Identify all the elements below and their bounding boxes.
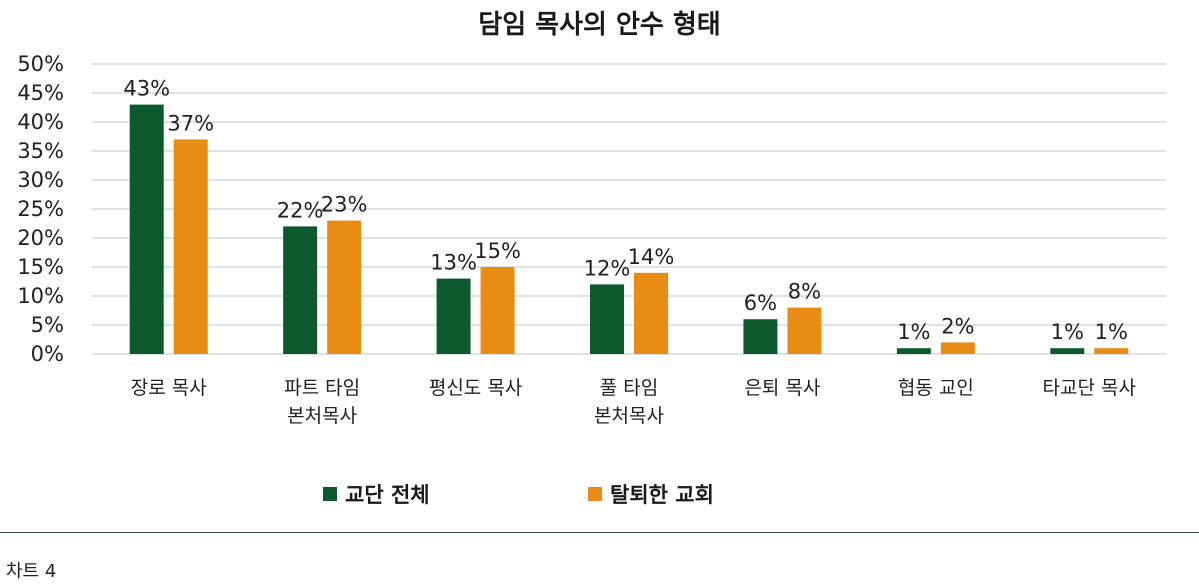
bar bbox=[173, 139, 208, 354]
x-category-label: 은퇴 목사 bbox=[744, 377, 820, 399]
chart-title: 담임 목사의 안수 형태 bbox=[478, 10, 721, 40]
data-label: 2% bbox=[941, 314, 974, 338]
y-tick-label: 30% bbox=[17, 168, 64, 192]
y-tick-label: 40% bbox=[17, 110, 64, 134]
x-category-label: 타교단 목사 bbox=[1043, 377, 1136, 399]
x-category-label: 평신도 목사 bbox=[429, 377, 522, 399]
divider bbox=[0, 532, 1199, 533]
data-label: 43% bbox=[123, 77, 170, 101]
bar bbox=[896, 348, 931, 354]
data-label: 12% bbox=[584, 256, 631, 280]
bar bbox=[590, 284, 624, 354]
y-tick-label: 5% bbox=[31, 313, 64, 337]
bar bbox=[787, 307, 822, 354]
bar bbox=[436, 278, 471, 354]
bar bbox=[129, 104, 164, 354]
data-label: 13% bbox=[430, 251, 477, 275]
data-label: 22% bbox=[277, 198, 324, 222]
bar bbox=[1094, 348, 1129, 354]
y-tick-label: 35% bbox=[17, 139, 64, 163]
y-tick-label: 50% bbox=[17, 52, 64, 76]
y-tick-label: 25% bbox=[17, 197, 64, 221]
bar bbox=[327, 220, 362, 354]
y-tick-label: 10% bbox=[17, 284, 64, 308]
data-label: 1% bbox=[1095, 320, 1128, 344]
bar-chart: 0% 5% 10% 15% 20% 25% 30% 35% 40% 45% 50% 43% 37% 장로 … bbox=[17, 52, 1166, 507]
x-category-label: 본처목사 bbox=[594, 405, 664, 427]
legend-swatch bbox=[323, 487, 337, 501]
data-label: 1% bbox=[897, 320, 930, 344]
data-label: 15% bbox=[474, 239, 521, 263]
chart-caption: 차트 4 bbox=[6, 561, 57, 582]
y-tick-label: 15% bbox=[17, 255, 64, 279]
x-category-label: 협동 교인 bbox=[898, 377, 974, 399]
bar bbox=[634, 272, 668, 354]
x-category-label: 풀 타임 bbox=[600, 377, 658, 399]
y-tick-label: 0% bbox=[31, 342, 64, 366]
data-label: 8% bbox=[788, 280, 821, 304]
bar bbox=[743, 319, 778, 354]
bar bbox=[480, 267, 515, 354]
data-label: 37% bbox=[167, 111, 214, 135]
legend-swatch bbox=[588, 487, 602, 501]
y-tick-label: 45% bbox=[17, 81, 64, 105]
data-label: 6% bbox=[744, 291, 777, 315]
legend-label: 탈퇴한 교회 bbox=[610, 483, 714, 507]
x-category-label: 본처목사 bbox=[287, 405, 357, 427]
legend-label: 교단 전체 bbox=[345, 483, 430, 507]
bar bbox=[1050, 348, 1085, 354]
data-label: 1% bbox=[1051, 320, 1084, 344]
bar bbox=[940, 342, 975, 354]
data-label: 23% bbox=[321, 193, 368, 217]
y-tick-label: 20% bbox=[17, 226, 64, 250]
x-category-label: 장로 목사 bbox=[131, 377, 207, 399]
x-category-label: 파트 타임 bbox=[284, 377, 360, 399]
data-label: 14% bbox=[628, 245, 675, 269]
bar bbox=[283, 226, 318, 354]
